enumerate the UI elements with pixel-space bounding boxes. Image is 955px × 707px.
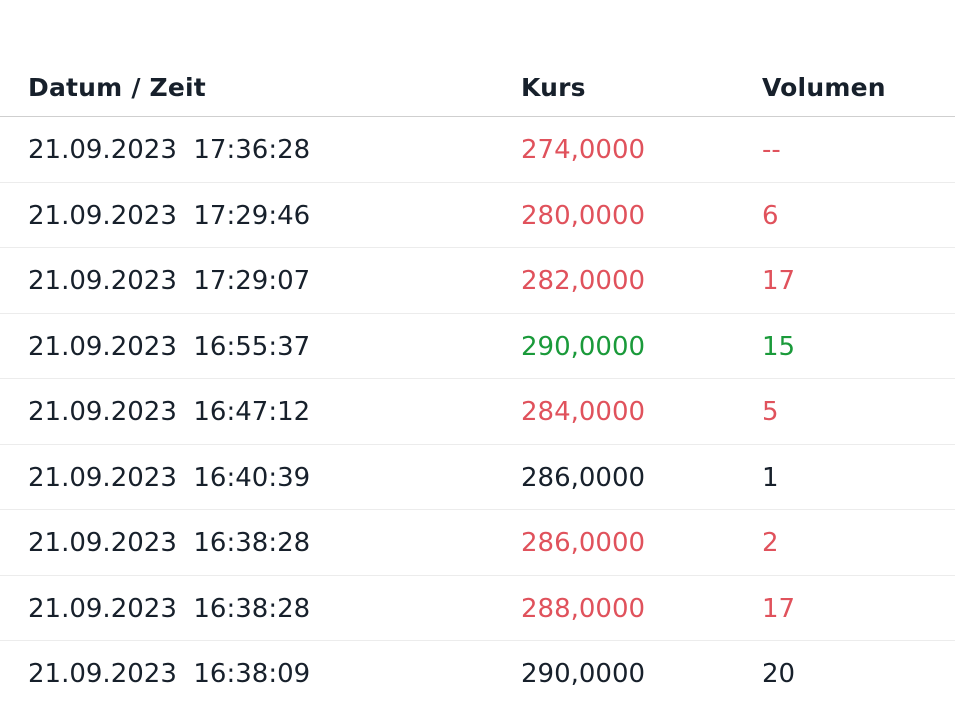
cell-datetime: 21.09.2023 16:40:39 xyxy=(28,462,311,493)
table-row: 21.09.2023 16:38:09 290,0000 20 xyxy=(0,641,955,707)
cell-volume: 2 xyxy=(762,528,779,558)
cell-datetime: 21.09.2023 17:29:07 xyxy=(28,266,311,296)
cell-datetime: 21.09.2023 16:55:37 xyxy=(28,331,311,362)
table-row: 21.09.2023 17:29:46 280,0000 6 xyxy=(0,183,955,248)
cell-volume: 20 xyxy=(762,659,796,689)
cell-datetime: 21.09.2023 16:38:28 xyxy=(28,528,311,558)
table-row: 21.09.2023 16:47:12 284,0000 5 xyxy=(0,379,955,445)
cell-datetime: 21.09.2023 17:36:28 xyxy=(28,135,311,165)
cell-price: 284,0000 xyxy=(521,397,646,427)
cell-price: 290,0000 xyxy=(521,331,646,362)
cell-volume: 5 xyxy=(762,397,779,427)
cell-datetime: 21.09.2023 16:38:09 xyxy=(28,659,311,689)
table-row: 21.09.2023 17:36:28 274,0000 -- xyxy=(0,117,955,183)
cell-price: 286,0000 xyxy=(521,462,646,493)
cell-price: 274,0000 xyxy=(521,135,646,165)
table-row: 21.09.2023 17:29:07 282,0000 17 xyxy=(0,248,955,314)
cell-volume: -- xyxy=(762,135,781,165)
table-row: 21.09.2023 16:38:28 288,0000 17 xyxy=(0,576,955,641)
table-row: 21.09.2023 16:38:28 286,0000 2 xyxy=(0,510,955,576)
cell-volume: 17 xyxy=(762,266,796,296)
table-body: 21.09.2023 17:36:28 274,0000 -- 21.09.2023 … xyxy=(0,117,955,707)
column-header-volume[interactable]: Volumen xyxy=(762,73,886,102)
cell-price: 280,0000 xyxy=(521,200,646,231)
cell-price: 288,0000 xyxy=(521,593,646,624)
cell-price: 290,0000 xyxy=(521,659,646,689)
cell-price: 286,0000 xyxy=(521,528,646,558)
table-header: Datum / Zeit Kurs Volumen xyxy=(0,0,955,117)
cell-volume: 1 xyxy=(762,462,779,493)
table-row: 21.09.2023 16:55:37 290,0000 15 xyxy=(0,314,955,379)
cell-datetime: 21.09.2023 16:47:12 xyxy=(28,397,311,427)
column-header-datetime[interactable]: Datum / Zeit xyxy=(28,73,206,102)
cell-volume: 6 xyxy=(762,200,779,231)
cell-volume: 15 xyxy=(762,331,796,362)
table-row: 21.09.2023 16:40:39 286,0000 1 xyxy=(0,445,955,510)
column-header-price[interactable]: Kurs xyxy=(521,73,586,102)
cell-datetime: 21.09.2023 17:29:46 xyxy=(28,200,311,231)
cell-volume: 17 xyxy=(762,593,796,624)
cell-datetime: 21.09.2023 16:38:28 xyxy=(28,593,311,624)
cell-price: 282,0000 xyxy=(521,266,646,296)
